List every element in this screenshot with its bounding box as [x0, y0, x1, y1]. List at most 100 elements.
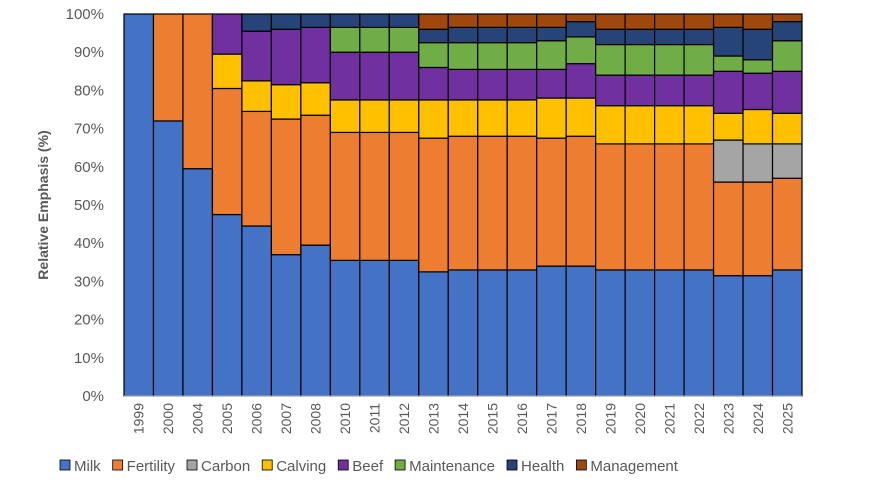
bar-segment-health — [683, 28, 715, 46]
bar-segment-calving — [477, 99, 508, 137]
bar-segment-fertility — [359, 131, 390, 261]
x-tick-label: 2017 — [543, 403, 559, 434]
x-tick-label: 2025 — [779, 403, 795, 434]
bar-segment-fertility — [329, 131, 361, 261]
bar-segment-calving — [329, 99, 361, 134]
bar-segment-calving — [565, 97, 597, 137]
bar-segment-management — [506, 13, 538, 28]
bar-segment-maintenance — [742, 59, 774, 74]
bar-segment-calving — [712, 112, 744, 141]
bar-segment-health — [595, 28, 626, 46]
bar-segment-fertility — [683, 143, 715, 271]
bar-segment-beef — [359, 51, 390, 101]
bar-segment-beef — [447, 68, 479, 101]
bar-segment-milk — [211, 213, 243, 397]
legend-swatch-health — [506, 459, 518, 471]
legend-swatch-fertility — [112, 459, 124, 471]
bar-segment-fertility — [654, 143, 685, 271]
bar-segment-milk — [742, 275, 774, 397]
x-tick-label: 2020 — [632, 403, 648, 434]
legend-swatch-management — [575, 459, 587, 471]
x-tick-label: 2000 — [160, 403, 176, 434]
bar-segment-calving — [418, 99, 449, 139]
bar-segment-health — [536, 26, 567, 42]
bar-segment-maintenance — [447, 42, 479, 70]
bar-segment-fertility — [624, 143, 656, 271]
bar-segment-carbon — [712, 139, 744, 183]
bar-segment-fertility — [506, 135, 538, 271]
legend-swatch-beef — [337, 459, 349, 471]
bar-segment-milk — [624, 269, 656, 397]
bar-segment-beef — [241, 30, 272, 82]
bar-segment-calving — [771, 112, 803, 145]
bar-segment-calving — [683, 105, 715, 145]
bar-segment-management — [683, 13, 715, 30]
bar-segment-beef — [771, 70, 803, 114]
bar-segment-fertility — [565, 135, 597, 267]
bar-segment-maintenance — [418, 42, 449, 69]
bar-segment-beef — [624, 74, 656, 107]
x-tick-label: 2005 — [219, 403, 235, 434]
bar-segment-beef — [506, 68, 538, 101]
bar-segment-milk — [300, 244, 331, 397]
bar-segment-fertility — [447, 135, 479, 271]
bar-segment-maintenance — [506, 42, 538, 70]
bar-segment-maintenance — [329, 26, 361, 53]
x-tick-label: 2021 — [661, 403, 677, 434]
bar-segment-health — [654, 28, 685, 46]
legend-label-maintenance: Maintenance — [409, 458, 495, 475]
bar-segment-maintenance — [683, 43, 715, 76]
legend-swatch-maintenance — [394, 459, 406, 471]
x-tick-label: 2008 — [308, 403, 324, 434]
bar-segment-calving — [388, 99, 420, 134]
bar-segment-beef — [300, 26, 331, 84]
bar-segment-calving — [506, 99, 538, 137]
bar-segment-milk — [270, 254, 302, 397]
y-tick-label: 10% — [74, 350, 104, 367]
bar-segment-fertility — [595, 143, 626, 271]
x-tick-label: 2019 — [602, 403, 618, 434]
bar-segment-calving — [595, 105, 626, 145]
bar-segment-milk — [654, 269, 685, 397]
legend-swatch-calving — [261, 459, 273, 471]
bar-segment-beef — [565, 63, 597, 99]
x-tick-label: 2016 — [514, 403, 530, 434]
legend-label-health: Health — [521, 458, 564, 475]
bar-segment-beef — [536, 68, 567, 99]
y-axis-label: Relative Emphasis (%) — [35, 130, 51, 279]
bar-segment-health — [506, 26, 538, 44]
bar-segment-management — [712, 13, 744, 28]
bar-segment-milk — [506, 269, 538, 397]
bar-segment-calving — [624, 105, 656, 145]
bar-segment-fertility — [241, 110, 272, 227]
bar-segment-beef — [388, 51, 420, 101]
bar-segment-health — [565, 21, 597, 38]
bar-segment-milk — [447, 269, 479, 397]
bar-segment-health — [477, 26, 508, 44]
legend-label-beef: Beef — [352, 458, 384, 475]
bar-segment-health — [624, 28, 656, 46]
bar-segment-fertility — [182, 13, 214, 170]
x-tick-label: 2015 — [484, 403, 500, 434]
bar-segment-management — [536, 13, 567, 28]
bar-segment-maintenance — [771, 40, 803, 72]
bar-segment-milk — [359, 259, 390, 397]
bar-segment-fertility — [270, 118, 302, 256]
bar-segment-fertility — [152, 13, 184, 122]
bar-segment-maintenance — [624, 43, 656, 76]
bar-segment-calving — [654, 105, 685, 145]
bar-segment-milk — [182, 168, 214, 397]
bar-segment-fertility — [712, 181, 744, 277]
legend-label-milk: Milk — [74, 458, 101, 475]
bar-segment-management — [742, 13, 774, 30]
bar-segment-calving — [447, 99, 479, 137]
bar-segment-milk — [152, 120, 184, 397]
x-tick-label: 2018 — [573, 403, 589, 434]
bar-segment-management — [654, 13, 685, 30]
y-tick-label: 80% — [74, 82, 104, 99]
bar-segment-milk — [388, 259, 420, 397]
bar-segment-management — [565, 13, 597, 23]
bar-segment-beef — [211, 13, 243, 55]
bar-segment-fertility — [388, 131, 420, 261]
